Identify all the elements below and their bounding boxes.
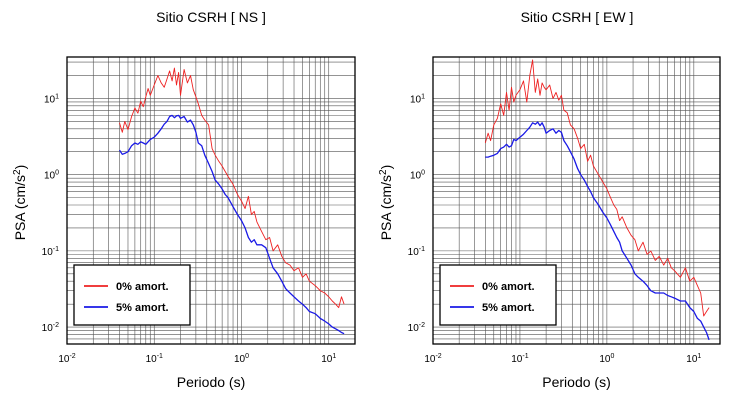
y-tick-label: 101 <box>410 93 425 105</box>
x-tick-label: 10-1 <box>146 353 163 365</box>
x-tick-label: 101 <box>321 353 336 365</box>
y-tick-label: 101 <box>44 93 59 105</box>
x-tick-label: 10-2 <box>58 353 75 365</box>
legend-label: 5% amort. <box>482 302 535 314</box>
legend-label: 0% amort. <box>116 281 169 293</box>
x-axis-label: Periodo (s) <box>177 374 245 390</box>
series-line-amort-0 <box>119 67 345 309</box>
y-tick-label: 10-1 <box>408 246 425 258</box>
x-axis-label: Periodo (s) <box>542 374 610 390</box>
y-tick-label: 100 <box>410 170 425 182</box>
y-tick-label: 10-2 <box>408 322 425 334</box>
x-tick-label: 10-1 <box>511 353 528 365</box>
chart-title: Sitio CSRH [ NS ] <box>156 9 266 25</box>
series-line-amort-5 <box>118 114 345 335</box>
y-tick-label: 100 <box>44 170 59 182</box>
plot-frame <box>432 56 721 345</box>
y-axis-label: PSA (cm/s2) <box>378 165 394 241</box>
x-tick-label: 101 <box>686 353 701 365</box>
series-line-amort-5 <box>485 121 710 341</box>
legend-box <box>73 264 191 326</box>
legend: 0% amort. 5% amort. <box>73 264 191 326</box>
y-tick-label: 10-1 <box>42 246 59 258</box>
legend-label: 5% amort. <box>116 302 169 314</box>
series-line-amort-0 <box>484 59 710 317</box>
chart-title: Sitio CSRH [ EW ] <box>521 9 634 25</box>
chart-panel-1: Sitio CSRH [ NS ] 10-2 10-1 100 101 10-2 10-1 1… <box>12 9 356 390</box>
chart-panel-2: Sitio CSRH [ EW ] 10-2 10-1 100 101 10-2 10-1 1… <box>378 9 721 390</box>
legend-box <box>439 264 557 326</box>
x-tick-label: 100 <box>234 353 249 365</box>
y-tick-label: 10-2 <box>42 322 59 334</box>
plot-frame <box>66 56 356 345</box>
x-tick-label: 100 <box>599 353 614 365</box>
x-tick-label: 10-2 <box>424 353 441 365</box>
y-axis-label: PSA (cm/s2) <box>12 165 28 241</box>
legend-label: 0% amort. <box>482 281 535 293</box>
legend: 0% amort. 5% amort. <box>439 264 557 326</box>
